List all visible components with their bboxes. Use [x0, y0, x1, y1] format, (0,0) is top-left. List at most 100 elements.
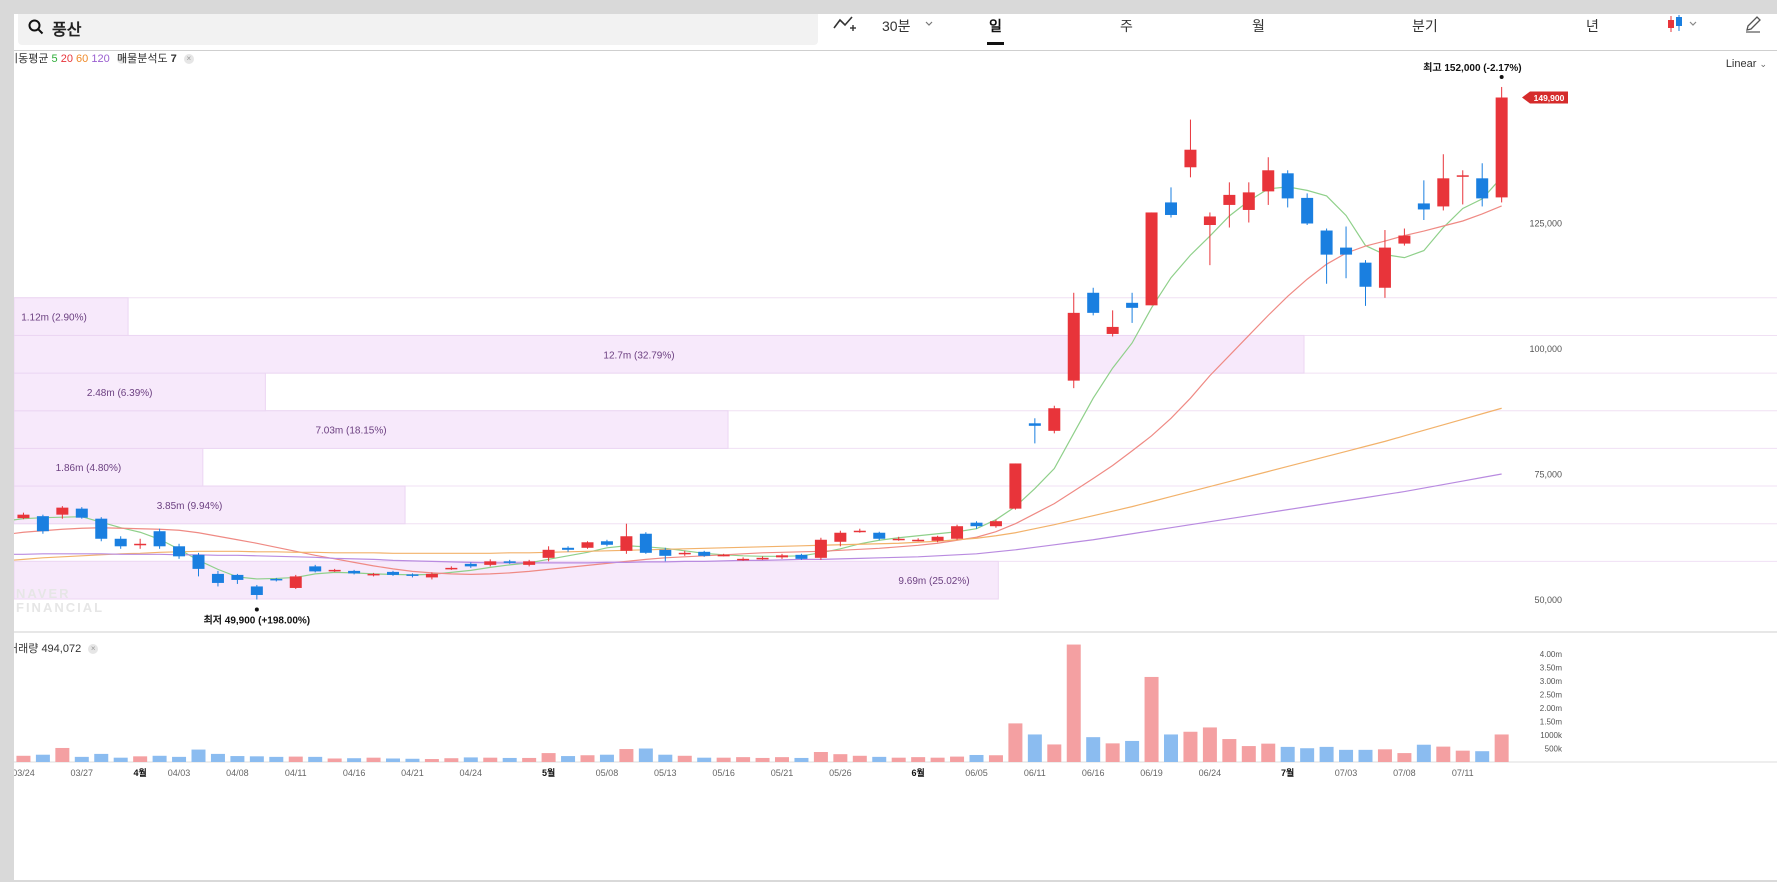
candle [309, 564, 322, 573]
x-tick-label: 03/27 [71, 768, 94, 778]
vp-bar-0 [14, 560, 999, 600]
volume-bar [1183, 731, 1198, 762]
candle [639, 532, 652, 554]
candle-body [795, 554, 808, 559]
candle [951, 524, 964, 540]
candle-body [250, 586, 263, 595]
tab-week[interactable]: 주 [1120, 18, 1133, 34]
candle [425, 572, 438, 580]
candle [270, 577, 283, 582]
y-tick-label: 75,000 [1534, 470, 1562, 480]
candle [853, 528, 866, 533]
x-tick-label: 06/19 [1140, 768, 1163, 778]
candle-body [620, 536, 633, 551]
tab-month[interactable]: 월 [1252, 18, 1265, 34]
candle [873, 531, 886, 541]
candle-body [289, 576, 302, 588]
candle-body [814, 539, 827, 558]
candle-body [1242, 192, 1255, 210]
candle-body [1203, 216, 1216, 226]
volume-bar [833, 754, 848, 762]
volume-bar [969, 754, 984, 762]
candle-body [1165, 202, 1177, 215]
candle-body [912, 539, 925, 542]
candle [1126, 292, 1139, 323]
candle [406, 573, 419, 578]
candle-body [834, 532, 847, 542]
candle [445, 566, 458, 570]
candle [503, 559, 516, 564]
candle [173, 543, 186, 559]
low-marker [254, 607, 259, 612]
candle-body [309, 566, 322, 572]
vp-bar-7 [14, 297, 129, 336]
volume-bar [755, 757, 770, 762]
volume-bar [1125, 740, 1140, 762]
search-box[interactable]: 풍산 [18, 14, 818, 45]
candle-body [698, 551, 711, 556]
candle [1281, 170, 1294, 208]
draw-tool-icon[interactable] [832, 14, 858, 34]
volume-bar [736, 757, 751, 762]
candle [1398, 228, 1411, 246]
volume-bar [852, 755, 867, 762]
candle-body [1184, 149, 1197, 168]
pencil-icon[interactable] [1744, 14, 1762, 34]
y-tick-label: 50,000 [1534, 595, 1562, 605]
candle-body [56, 507, 69, 515]
candle [114, 536, 127, 549]
volume-bar [386, 758, 400, 762]
candle-body [114, 538, 127, 547]
tab-day[interactable]: 일 [987, 18, 1004, 45]
volume-bar [1164, 734, 1178, 762]
x-tick-label: 04/11 [285, 768, 307, 778]
volume-bar [677, 755, 692, 762]
high-label: 최고 152,000 (-2.17%) [1423, 61, 1521, 74]
candle-body [1301, 197, 1314, 224]
candle-body [1320, 230, 1333, 255]
candle [1203, 212, 1216, 266]
ma-legend[interactable]: 이동평균 5 20 60 120 × [14, 50, 127, 66]
volume-bar [1416, 744, 1431, 762]
vp-bar-4 [14, 410, 729, 449]
candle-type-icon[interactable] [1666, 14, 1700, 34]
candle [1320, 228, 1333, 284]
chevron-down-icon[interactable] [924, 20, 934, 28]
tab-year[interactable]: 년 [1586, 18, 1599, 34]
candle-body [1359, 262, 1372, 287]
candle-body [639, 533, 652, 553]
close-icon[interactable]: × [88, 644, 99, 654]
candle-body [853, 530, 866, 533]
volume-bar [1358, 749, 1373, 762]
x-tick-label: 03/24 [14, 768, 35, 778]
x-tick-label: 06/24 [1199, 768, 1222, 778]
volume-bar [16, 755, 31, 762]
candle-body [406, 574, 419, 576]
candle-body [1223, 194, 1236, 205]
ma20-label: 20 [60, 53, 73, 65]
candle [717, 553, 730, 557]
volume-bar [1144, 676, 1159, 762]
tab-quarter[interactable]: 분기 [1412, 18, 1438, 34]
interval-30m-button[interactable]: 30분 [882, 18, 911, 34]
candle [659, 547, 672, 562]
volume-bar [210, 753, 225, 762]
vp-legend[interactable]: 매물분석도 7 × [117, 50, 194, 66]
volume-legend[interactable]: 거래량 494,072 × [14, 640, 99, 656]
x-tick-label: 04/03 [168, 768, 191, 778]
close-icon[interactable]: × [116, 54, 127, 64]
price-chart[interactable]: 9.69m (25.02%) 3.85m (9.94%) 1.86m (4.80%)… [14, 14, 1777, 880]
candle-body [970, 522, 983, 527]
volume-bar [55, 747, 70, 762]
volume-bar [327, 758, 342, 762]
candle [1067, 292, 1080, 389]
scale-mode-selector[interactable]: Linear ⌄ [1726, 58, 1767, 70]
candle-body [756, 557, 769, 560]
candle [776, 553, 788, 559]
candle [1184, 119, 1197, 178]
x-tick-label: 5월 [542, 767, 555, 778]
x-tick-label: 07/11 [1452, 768, 1474, 778]
volume-bar [152, 755, 167, 762]
candle [737, 557, 750, 561]
close-icon[interactable]: × [183, 54, 194, 64]
